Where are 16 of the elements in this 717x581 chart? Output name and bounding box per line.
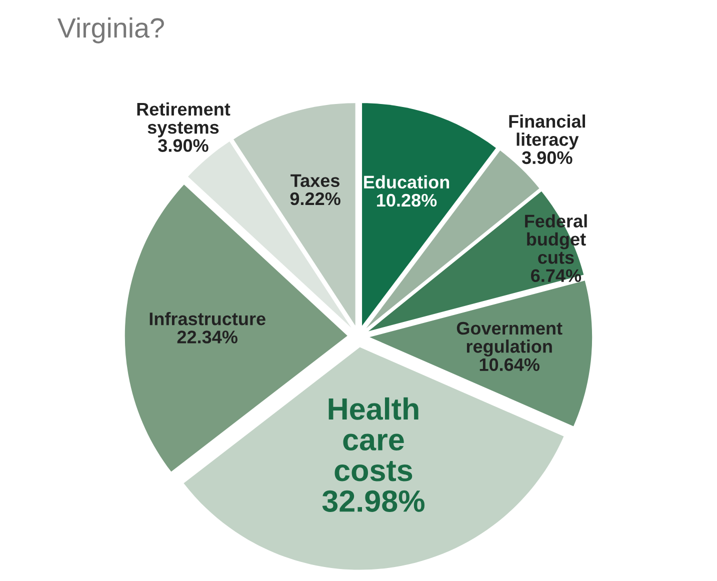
slice-label: Infrastructure <box>150 312 266 326</box>
slice-label: Financial literacy <box>509 114 586 150</box>
slice-label: Education <box>364 175 450 189</box>
data-label: 3.90% <box>158 139 208 152</box>
slice-label: Health care costs <box>328 397 418 482</box>
data-label: 10.64% <box>480 358 540 372</box>
data-label: 3.90% <box>522 151 572 164</box>
data-label: 6.74% <box>531 269 582 282</box>
data-label: 9.22% <box>290 192 340 206</box>
slice-label: Retirement systems <box>137 102 230 138</box>
slice-label: Taxes <box>290 174 340 188</box>
data-label: 32.98% <box>322 490 424 512</box>
slice-label: Government regulation <box>456 322 562 356</box>
data-label: 22.34% <box>177 330 238 344</box>
chart-title: Virginia? <box>57 17 164 44</box>
data-label: 10.28% <box>377 194 437 207</box>
